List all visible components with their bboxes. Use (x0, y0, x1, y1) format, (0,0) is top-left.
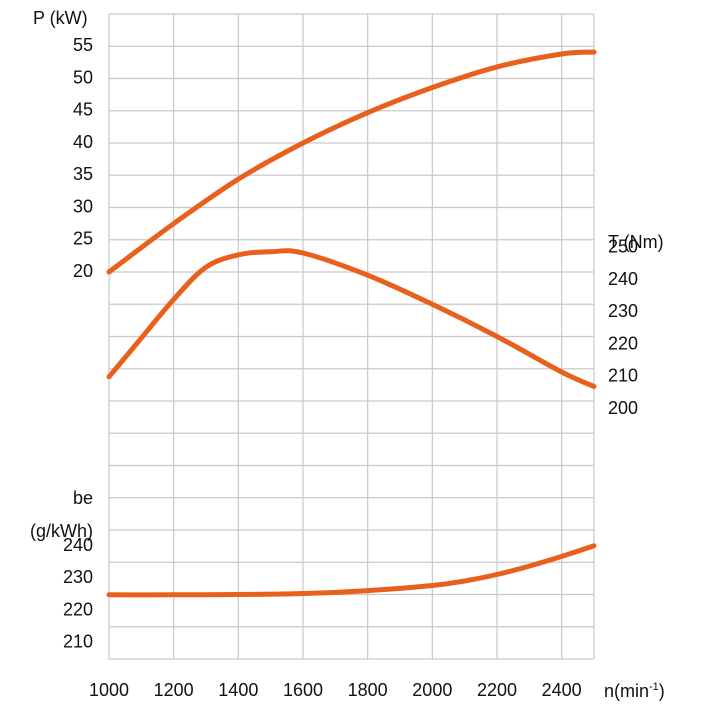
power-tick-label: 35 (73, 164, 93, 184)
consumption-tick-label: 220 (63, 599, 93, 619)
curves (106, 49, 597, 598)
power-axis-title: P (kW) (33, 8, 88, 28)
tick-labels: 1000 1200 1400 1600 1800 2000 2200 2400 20 25 30 35… (63, 35, 638, 700)
torque-tick-label: 200 (608, 398, 638, 418)
consumption-axis-title-line2: (g/kWh) (30, 521, 93, 541)
x-tick-label: 2000 (412, 680, 452, 700)
power-tick-label: 50 (73, 67, 93, 87)
consumption-tick-label: 230 (63, 567, 93, 587)
x-axis-title: n(min-1) (604, 681, 665, 701)
consumption-tick-label: 210 (63, 632, 93, 652)
consumption-tick-label: 240 (63, 535, 93, 555)
x-tick-label: 1200 (154, 680, 194, 700)
power-tick-label: 55 (73, 35, 93, 55)
axis-labels: P (kW) T (Nm) be (g/kWh) n(min-1) (30, 8, 665, 701)
x-tick-label: 1800 (348, 680, 388, 700)
torque-tick-label: 250 (608, 237, 638, 257)
torque-tick-label: 210 (608, 366, 638, 386)
grid (108, 13, 595, 660)
power-tick-label: 20 (73, 261, 93, 281)
power-tick-label: 45 (73, 100, 93, 120)
torque-tick-label: 220 (608, 333, 638, 353)
power-curve (106, 49, 597, 275)
power-tick-label: 40 (73, 132, 93, 152)
x-axis-title-base: n(min (604, 681, 649, 701)
consumption-axis-title-line1: be (73, 488, 93, 508)
x-tick-label: 1400 (218, 680, 258, 700)
x-tick-label: 2200 (477, 680, 517, 700)
x-tick-label: 1600 (283, 680, 323, 700)
torque-curve (106, 248, 597, 389)
power-tick-label: 25 (73, 229, 93, 249)
power-tick-label: 30 (73, 196, 93, 216)
x-axis-title-close: ) (659, 681, 665, 701)
x-axis-title-exponent: -1 (649, 681, 659, 693)
torque-tick-label: 230 (608, 301, 638, 321)
consumption-curve (106, 543, 597, 598)
torque-axis-title: T (Nm) (608, 232, 664, 252)
x-tick-label: 1000 (89, 680, 129, 700)
torque-tick-label: 240 (608, 269, 638, 289)
x-tick-label: 2400 (542, 680, 582, 700)
